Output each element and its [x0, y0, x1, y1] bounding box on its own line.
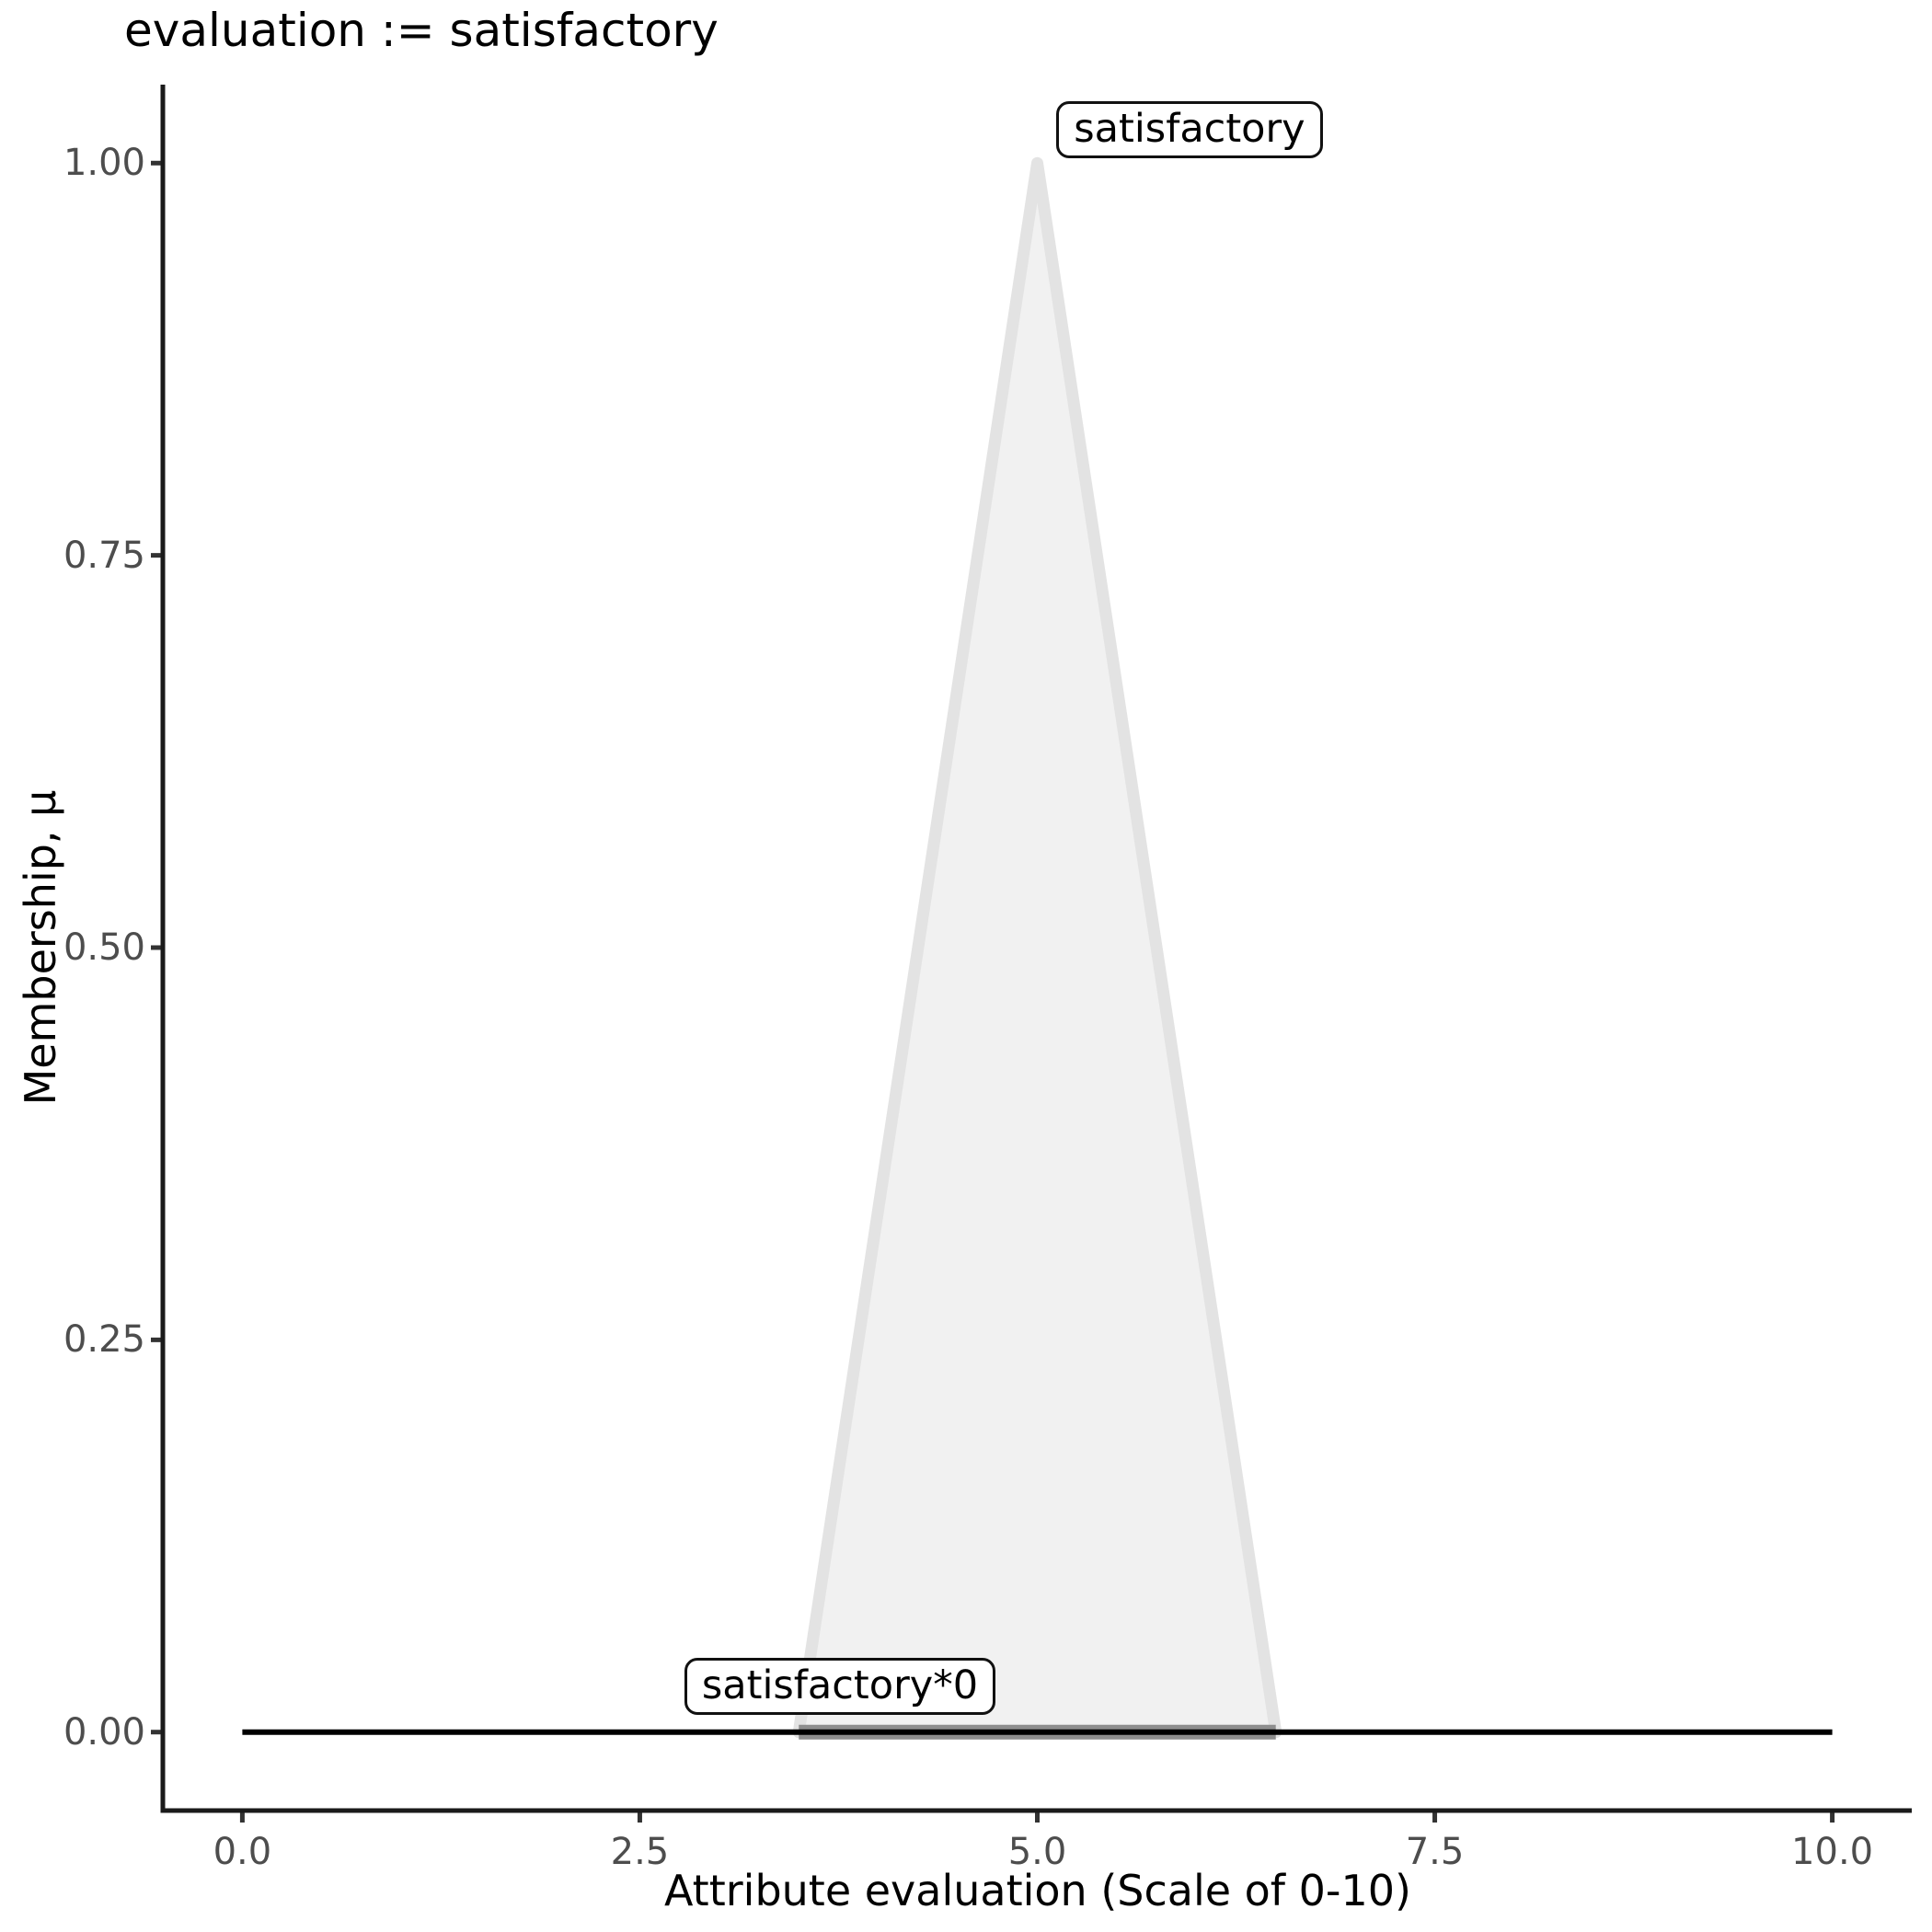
- x-tick-label: 2.5: [610, 1831, 670, 1873]
- series-satisfactory: [792, 156, 1282, 1739]
- y-tick-label: 0.25: [63, 1318, 145, 1362]
- x-tick-label: 5.0: [1007, 1831, 1067, 1873]
- x-tick-label: 7.5: [1405, 1831, 1465, 1873]
- y-tick-label: 0.75: [63, 534, 145, 577]
- x-tick-label: 0.0: [213, 1831, 272, 1873]
- y-tick-label: 0.00: [63, 1710, 145, 1754]
- y-axis-title: Membership, μ: [16, 789, 65, 1106]
- plot-title: evaluation := satisfactory: [124, 4, 719, 57]
- y-tick-label: 0.50: [63, 926, 145, 969]
- x-axis-title: Attribute evaluation (Scale of 0-10): [664, 1866, 1411, 1915]
- label-satisfactory: satisfactory: [1056, 101, 1323, 159]
- x-tick-label: 10.0: [1791, 1831, 1874, 1873]
- y-tick-label: 1.00: [63, 142, 145, 185]
- label-satisfactory-times-0: satisfactory*0: [684, 1658, 996, 1716]
